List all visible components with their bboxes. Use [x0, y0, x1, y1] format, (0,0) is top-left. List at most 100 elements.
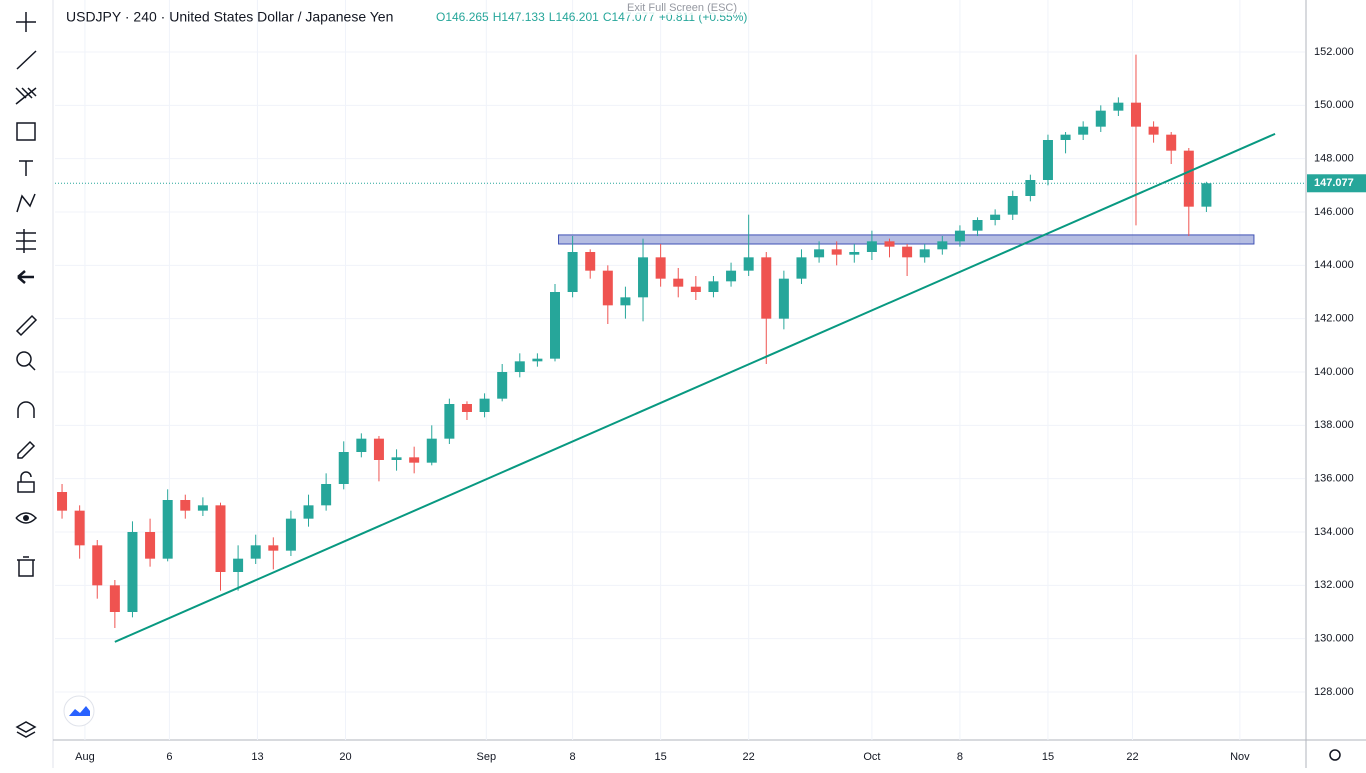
ohlc-value: L146.201 — [549, 10, 599, 24]
x-tick-label: Oct — [863, 751, 880, 763]
candle-body — [303, 505, 314, 519]
candle-body — [250, 545, 261, 559]
x-tick-label: 20 — [339, 751, 351, 763]
candle-body — [127, 532, 138, 612]
settings-button[interactable] — [1329, 749, 1341, 761]
y-tick-label: 140.000 — [1314, 366, 1354, 378]
candle-body — [620, 297, 631, 306]
candle-body — [919, 249, 930, 258]
candle-body — [1113, 102, 1124, 111]
y-tick-label: 148.000 — [1314, 153, 1354, 165]
candle-body — [567, 252, 578, 292]
x-tick-label: 22 — [743, 751, 755, 763]
y-tick-label: 146.000 — [1314, 206, 1354, 218]
candle-body — [532, 358, 543, 362]
candle-body — [708, 281, 719, 292]
candle-body — [690, 286, 701, 292]
y-tick-label: 128.000 — [1314, 686, 1354, 698]
candle-body — [1183, 150, 1194, 207]
candle-body — [550, 292, 560, 359]
candle-body — [814, 249, 825, 258]
candle-body — [409, 457, 420, 463]
y-tick-label: 136.000 — [1314, 473, 1354, 485]
candle-body — [954, 230, 965, 242]
x-tick-label: 6 — [166, 751, 172, 763]
ohlc-value: O146.265 — [436, 10, 489, 24]
candle-body — [197, 505, 208, 511]
candle-body — [57, 492, 68, 511]
candle-body — [638, 257, 649, 298]
candle-body — [180, 500, 191, 511]
x-tick-label: 13 — [251, 751, 263, 763]
y-tick-label: 152.000 — [1314, 46, 1354, 58]
y-tick-label: 134.000 — [1314, 526, 1354, 538]
x-tick-label: 8 — [570, 751, 576, 763]
candle-body — [673, 278, 684, 287]
candle-body — [162, 500, 173, 559]
candle-body — [726, 270, 737, 282]
candle-body — [1166, 134, 1177, 151]
symbol-title: USDJPY · 240 · United States Dollar / Ja… — [66, 9, 393, 25]
candle-body — [1007, 196, 1018, 215]
y-tick-label: 144.000 — [1314, 259, 1354, 271]
candle-body — [338, 452, 349, 484]
logo-mark — [69, 706, 90, 716]
candle-body — [866, 241, 877, 252]
candle-body — [373, 438, 384, 460]
trendline — [114, 132, 1276, 643]
price-label-box — [1307, 174, 1366, 193]
logo[interactable] — [63, 695, 95, 727]
candle-body — [937, 241, 948, 250]
ohlc-value: H147.133 — [493, 10, 545, 24]
candle-body — [514, 361, 525, 372]
candle-body — [585, 252, 596, 271]
candle-body — [902, 246, 913, 258]
candle-body — [268, 545, 279, 551]
candle-body — [831, 249, 842, 255]
candle-body — [655, 257, 666, 279]
x-tick-label: 22 — [1126, 751, 1138, 763]
x-tick-label: 15 — [655, 751, 667, 763]
candle-body — [778, 278, 789, 319]
candle-body — [479, 398, 490, 412]
candle-body — [972, 220, 983, 231]
y-tick-label: 138.000 — [1314, 419, 1354, 431]
y-tick-label: 142.000 — [1314, 313, 1354, 325]
fullscreen-tooltip[interactable]: Exit Full Screen (ESC) — [627, 2, 737, 14]
x-tick-label: Aug — [75, 751, 95, 763]
zone — [558, 234, 1255, 245]
candle-body — [796, 257, 807, 279]
candle-body — [109, 585, 120, 612]
price-axis — [1306, 0, 1366, 768]
candle-body — [356, 438, 367, 452]
candle-body — [1078, 126, 1089, 135]
candle-body — [884, 241, 895, 247]
tooltip-box — [624, 0, 740, 15]
toolbar — [0, 0, 53, 768]
candle-body — [145, 532, 156, 559]
candle-body — [426, 438, 437, 463]
candle-body — [1130, 102, 1141, 127]
candle-body — [1095, 110, 1106, 127]
y-tick-label: 132.000 — [1314, 579, 1354, 591]
x-tick-label: Nov — [1230, 751, 1250, 763]
x-tick-label: 8 — [957, 751, 963, 763]
candle-body — [602, 270, 613, 306]
candle-body — [990, 214, 1001, 220]
candle-body — [1042, 140, 1053, 180]
candle-body — [1060, 134, 1071, 140]
candle-body — [74, 510, 85, 546]
x-tick-label: Sep — [477, 751, 497, 763]
candle-body — [849, 252, 860, 255]
tool-icons[interactable] — [15, 12, 38, 738]
candle-body — [215, 505, 226, 572]
x-tick-label: 15 — [1042, 751, 1054, 763]
price-label: 147.077 — [1314, 177, 1354, 189]
y-tick-label: 130.000 — [1314, 633, 1354, 645]
candle-body — [444, 404, 455, 439]
candle-body — [461, 404, 472, 412]
candle-body — [761, 257, 772, 319]
candle-body — [1201, 183, 1212, 207]
